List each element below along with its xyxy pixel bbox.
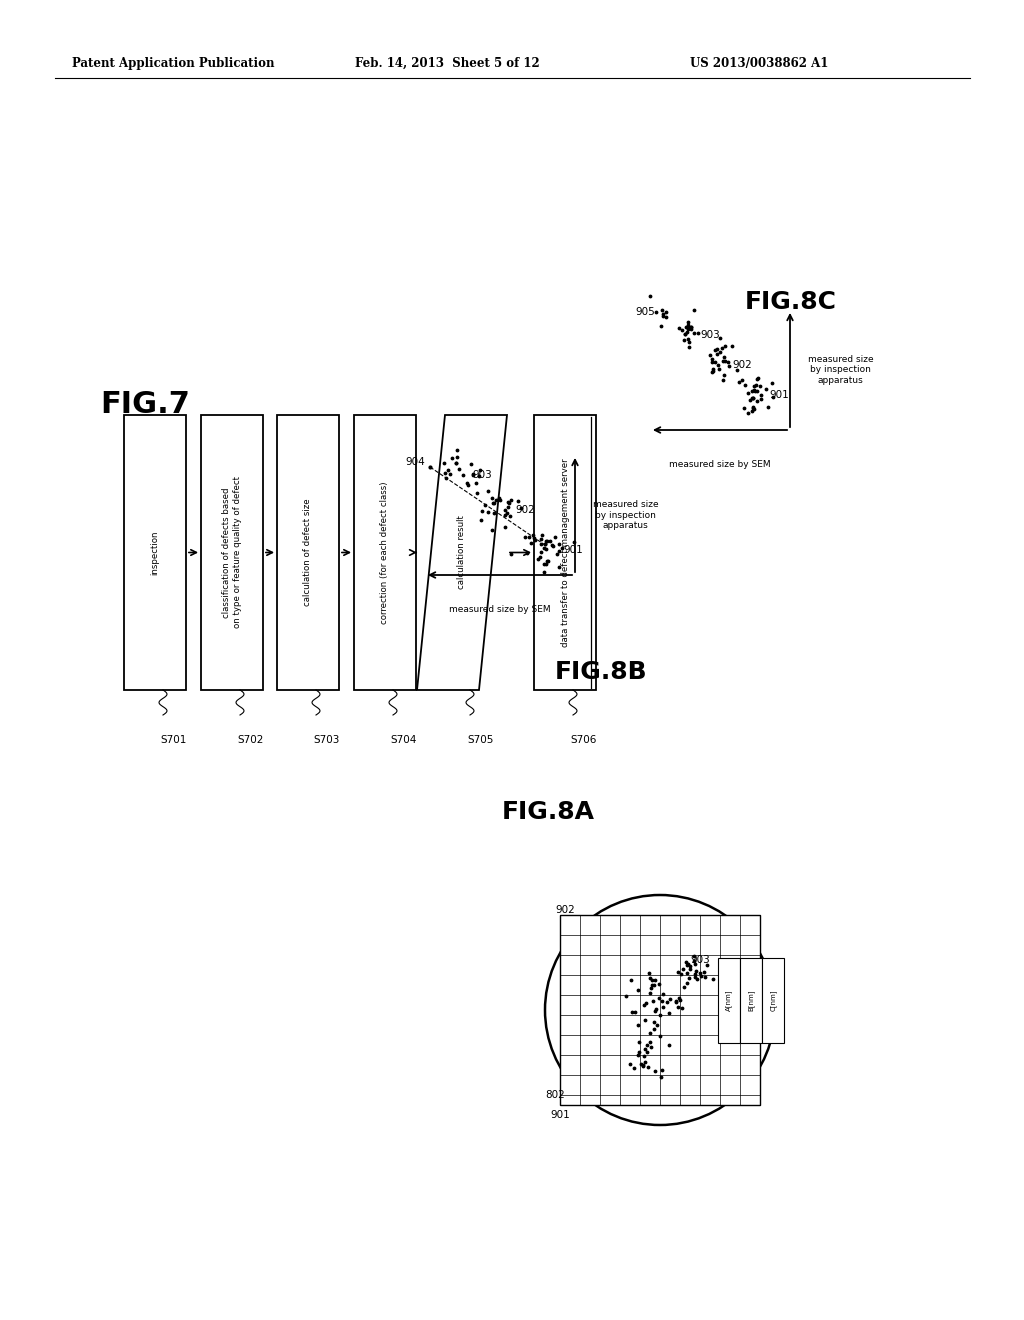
Text: S701: S701 bbox=[160, 735, 186, 744]
Bar bbox=[762, 957, 784, 1043]
Text: correction (for each defect class): correction (for each defect class) bbox=[381, 482, 389, 624]
Bar bbox=[740, 957, 762, 1043]
Text: 903: 903 bbox=[472, 470, 492, 480]
Text: C[nm]: C[nm] bbox=[770, 989, 776, 1011]
Bar bbox=[560, 915, 760, 1105]
Text: measured size
by inspection
apparatus: measured size by inspection apparatus bbox=[593, 500, 658, 529]
Bar bbox=[124, 414, 186, 690]
Text: S703: S703 bbox=[313, 735, 339, 744]
Text: FIG.8A: FIG.8A bbox=[502, 800, 595, 824]
Text: Patent Application Publication: Patent Application Publication bbox=[72, 57, 274, 70]
Text: 905: 905 bbox=[635, 308, 655, 317]
Text: 902: 902 bbox=[515, 506, 535, 515]
Bar bbox=[201, 414, 263, 690]
Text: FIG.8B: FIG.8B bbox=[555, 660, 647, 684]
Text: calculation result: calculation result bbox=[458, 516, 467, 590]
Text: S705: S705 bbox=[467, 735, 494, 744]
Text: 901: 901 bbox=[550, 1110, 569, 1119]
Text: 903: 903 bbox=[690, 954, 710, 965]
Text: 901: 901 bbox=[563, 545, 583, 554]
Text: 902: 902 bbox=[555, 906, 574, 915]
Text: classification of defects based
on type or feature quality of defect: classification of defects based on type … bbox=[222, 477, 242, 628]
Text: measured size
by inspection
apparatus: measured size by inspection apparatus bbox=[808, 355, 873, 385]
Text: FIG.8C: FIG.8C bbox=[745, 290, 837, 314]
Text: 802: 802 bbox=[545, 1090, 565, 1100]
Text: US 2013/0038862 A1: US 2013/0038862 A1 bbox=[690, 57, 828, 70]
Text: S702: S702 bbox=[237, 735, 263, 744]
Text: FIG.7: FIG.7 bbox=[100, 389, 189, 418]
Bar bbox=[354, 414, 416, 690]
Bar bbox=[718, 957, 740, 1043]
Text: measured size by SEM: measured size by SEM bbox=[670, 459, 771, 469]
Text: A[nm]: A[nm] bbox=[726, 989, 732, 1011]
Text: 903: 903 bbox=[700, 330, 720, 341]
Text: inspection: inspection bbox=[151, 531, 160, 574]
Text: 902: 902 bbox=[732, 360, 752, 370]
Text: 901: 901 bbox=[769, 389, 788, 400]
Bar bbox=[278, 414, 339, 690]
Text: calculation of defect size: calculation of defect size bbox=[303, 499, 312, 606]
Polygon shape bbox=[417, 414, 507, 690]
Bar bbox=[534, 414, 596, 690]
Text: data transfer to defect management server: data transfer to defect management serve… bbox=[560, 458, 569, 647]
Text: B[nm]: B[nm] bbox=[748, 989, 755, 1011]
Text: measured size by SEM: measured size by SEM bbox=[450, 605, 551, 614]
Text: S704: S704 bbox=[390, 735, 417, 744]
Text: S706: S706 bbox=[570, 735, 596, 744]
Text: Feb. 14, 2013  Sheet 5 of 12: Feb. 14, 2013 Sheet 5 of 12 bbox=[355, 57, 540, 70]
Text: 904: 904 bbox=[406, 457, 425, 467]
